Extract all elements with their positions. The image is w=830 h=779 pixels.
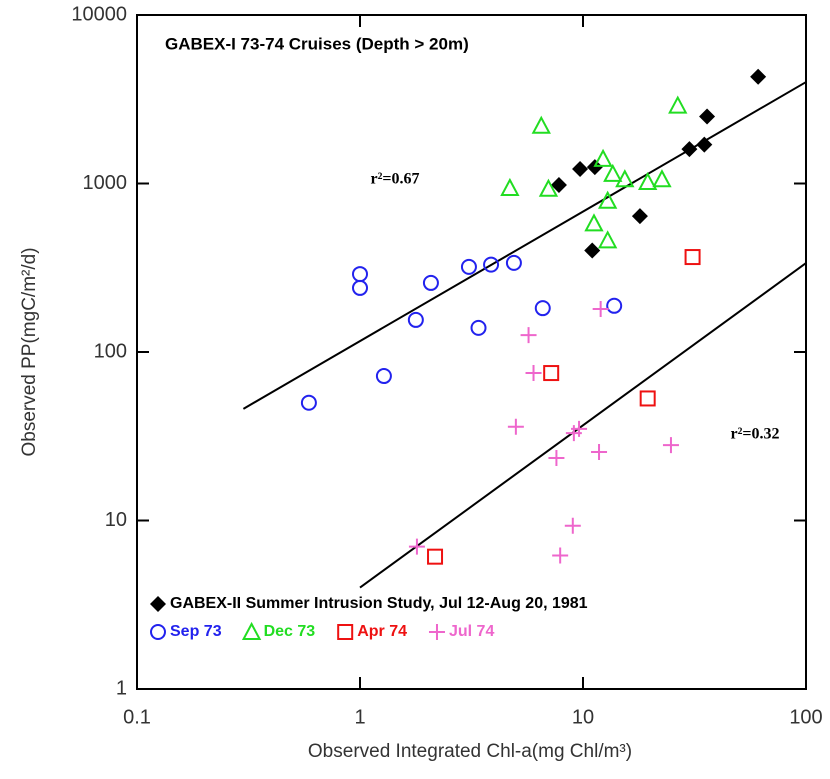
marker-plus <box>571 420 588 437</box>
marker-triangle <box>603 163 623 182</box>
marker-square <box>427 548 444 565</box>
y-tick-label: 100 <box>94 340 127 362</box>
marker-triangle <box>652 169 672 188</box>
fit-line <box>242 81 807 410</box>
fit-label: r²=0.32 <box>730 426 779 443</box>
marker-plus <box>507 418 524 435</box>
x-tick-label: 1 <box>354 706 365 728</box>
legend-label: Apr 74 <box>357 623 407 640</box>
marker-diamond <box>631 208 648 225</box>
x-axis-label: Observed Integrated Chl-a(mg Chl/m³) <box>308 741 632 762</box>
marker-circle <box>300 394 317 411</box>
marker-circle <box>460 258 477 275</box>
legend-label: Dec 73 <box>264 623 316 640</box>
marker-diamond <box>550 176 567 193</box>
marker-square <box>543 365 560 382</box>
marker-square <box>639 390 656 407</box>
marker-diamond <box>572 160 589 177</box>
marker-diamond <box>150 596 166 612</box>
legend-label: Sep 73 <box>170 623 222 640</box>
marker-circle <box>470 319 487 336</box>
marker-circle <box>483 256 500 273</box>
marker-triangle <box>597 230 618 249</box>
fit-line <box>359 262 807 589</box>
marker-diamond <box>586 159 603 176</box>
marker-circle <box>407 311 424 328</box>
chart-title: GABEX-I 73-74 Cruises (Depth > 20m) <box>165 34 469 53</box>
marker-triangle <box>500 177 520 197</box>
marker-plus <box>408 538 425 555</box>
marker-plus <box>592 300 609 317</box>
legend: GABEX-II Summer Intrusion Study, Jul 12-… <box>150 595 588 640</box>
y-tick-label: 10000 <box>71 3 127 25</box>
y-tick-label: 1000 <box>83 172 128 194</box>
y-tick-label: 1 <box>116 677 127 699</box>
marker-plus <box>552 547 569 564</box>
marker-diamond <box>681 141 698 158</box>
legend-label: Jul 74 <box>449 623 494 640</box>
marker-circle <box>150 624 166 640</box>
marker-square <box>337 624 354 640</box>
y-tick-label: 10 <box>105 509 127 531</box>
marker-circle <box>352 266 368 283</box>
x-tick-label: 100 <box>789 706 822 728</box>
marker-circle <box>534 300 551 317</box>
fit-label: r²=0.67 <box>370 171 419 188</box>
marker-circle <box>606 297 623 314</box>
marker-diamond <box>750 68 767 85</box>
marker-plus <box>520 327 537 344</box>
marker-circle <box>375 368 392 385</box>
marker-plus <box>662 437 679 454</box>
legend-label: GABEX-II Summer Intrusion Study, Jul 12-… <box>170 595 588 612</box>
marker-diamond <box>699 108 716 125</box>
marker-circle <box>505 254 522 271</box>
marker-triangle <box>638 171 658 191</box>
marker-diamond <box>584 242 601 259</box>
marker-plus <box>548 449 565 466</box>
x-tick-label: 10 <box>572 706 594 728</box>
y-axis-label: Observed PP(mgC/m²/d) <box>19 247 40 456</box>
marker-circle <box>422 274 439 291</box>
marker-triangle <box>597 190 618 209</box>
marker-triangle <box>593 148 613 167</box>
marker-plus <box>591 443 608 460</box>
marker-triangle <box>584 213 604 232</box>
marker-circle <box>352 279 368 296</box>
x-tick-label: 0.1 <box>123 706 151 728</box>
marker-plus <box>428 624 445 640</box>
marker-triangle <box>668 95 688 114</box>
marker-plus <box>525 365 542 382</box>
marker-triangle <box>538 178 559 197</box>
marker-triangle <box>531 115 551 134</box>
marker-square <box>684 249 701 266</box>
marker-plus <box>564 517 581 534</box>
marker-triangle <box>241 621 262 640</box>
marker-triangle <box>615 169 635 188</box>
marker-diamond <box>696 136 713 153</box>
